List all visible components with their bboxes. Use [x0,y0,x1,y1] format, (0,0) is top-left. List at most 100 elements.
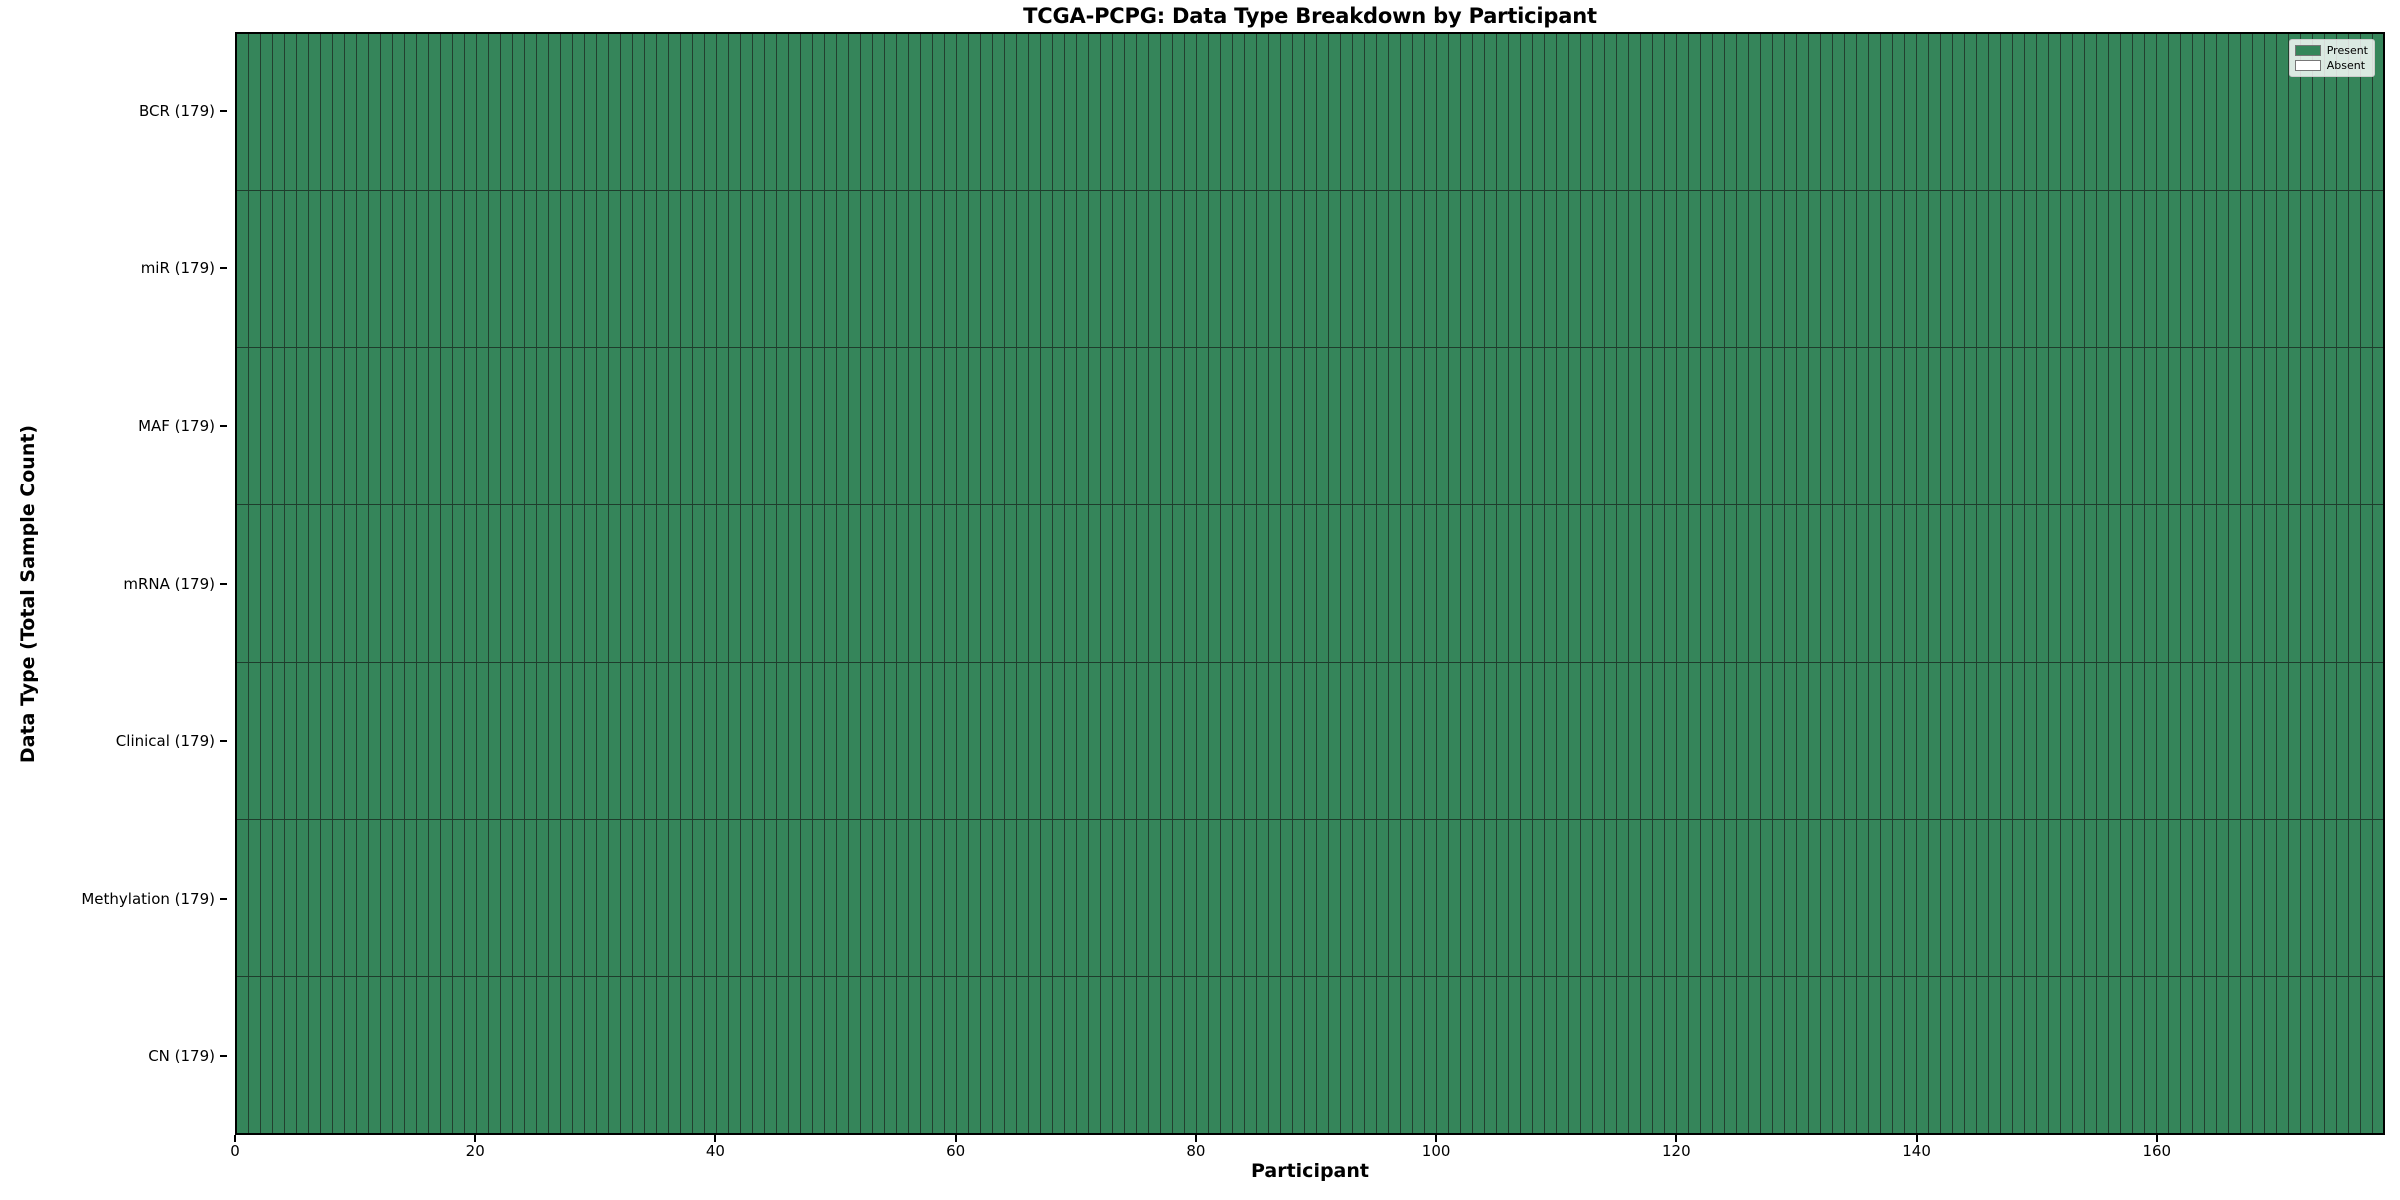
heatmap-cell [897,505,909,662]
heatmap-cell [1389,819,1401,976]
heatmap-cell [741,662,753,819]
heatmap-cell [2253,34,2265,191]
page-title: TCGA-PCPG: Data Type Breakdown by Partic… [1023,4,1597,28]
heatmap-cell [1233,34,1245,191]
heatmap-row-cn[interactable] [237,976,2383,1133]
heatmap-row-maf[interactable] [237,348,2383,506]
heatmap-cell [645,819,657,976]
x-axis-tick-container: 0 20 40 60 80 100 120 140 160 [230,1135,2385,1175]
legend[interactable]: Present Absent [2288,39,2375,77]
heatmap-cell [1353,34,1365,191]
heatmap-cell [441,819,453,976]
heatmap-cell [1065,34,1077,191]
heatmap-cell [2109,505,2121,662]
heatmap-cell [969,34,981,191]
heatmap-cell [1725,348,1737,505]
heatmap-cell [849,662,861,819]
heatmap-cell [585,348,597,505]
heatmap-cell [2349,348,2361,505]
heatmap-cell [345,505,357,662]
heatmap-cell [1269,34,1281,191]
heatmap-cell [693,34,705,191]
heatmap-cell [1269,662,1281,819]
heatmap-row-mrna[interactable] [237,505,2383,663]
heatmap-cell [1821,191,1833,348]
heatmap-cell [2277,191,2289,348]
heatmap-cell [825,819,837,976]
heatmap-cell [369,976,381,1133]
heatmap-cell [1137,191,1149,348]
heatmap-cell [1929,662,1941,819]
heatmap-cell [1425,662,1437,819]
heatmap-cell [1797,34,1809,191]
heatmap-row-bcr[interactable] [237,34,2383,192]
heatmap-cell [525,348,537,505]
heatmap-cell [2169,662,2181,819]
legend-swatch-icon [2294,45,2321,56]
heatmap-cell [1665,819,1677,976]
heatmap-cell [729,819,741,976]
heatmap-cell [1281,505,1293,662]
heatmap-cell [1257,348,1269,505]
heatmap-cell [1497,505,1509,662]
heatmap-cell [1749,819,1761,976]
y-tick-mark [220,1055,227,1058]
heatmap-cell [2265,662,2277,819]
heatmap-cell [1125,819,1137,976]
heatmap-cell [1185,505,1197,662]
heatmap-cell [573,662,585,819]
heatmap-cell [1593,34,1605,191]
heatmap-row-methylation[interactable] [237,819,2383,977]
heatmap-cell [597,348,609,505]
heatmap-cell [657,34,669,191]
legend-label: Absent [2326,59,2366,72]
heatmap-cell [1893,976,1905,1133]
legend-entry-present[interactable]: Present [2294,44,2368,57]
heatmap-cell [2253,976,2265,1133]
heatmap-cell [2301,662,2313,819]
heatmap-cell [2337,505,2349,662]
heatmap-cell [1413,819,1425,976]
heatmap-cell [1989,191,2001,348]
heatmap-cell [1965,34,1977,191]
legend-entry-absent[interactable]: Absent [2294,59,2368,72]
heatmap-cell [1089,348,1101,505]
heatmap-cell [909,34,921,191]
heatmap-cell [1125,976,1137,1133]
heatmap-cell [1785,191,1797,348]
heatmap-cell [1629,34,1641,191]
heatmap-cell [753,505,765,662]
heatmap-cell [825,191,837,348]
heatmap-cell [513,662,525,819]
heatmap-cell [1509,662,1521,819]
heatmap-cell [1929,505,1941,662]
heatmap-cell [1653,662,1665,819]
heatmap-cell [297,976,309,1133]
heatmap-cell [633,34,645,191]
heatmap-cell [1029,191,1041,348]
heatmap-cell [837,191,849,348]
heatmap-cell [2325,348,2337,505]
heatmap-cell [621,34,633,191]
heatmap-cell [1281,191,1293,348]
heatmap-row-mir[interactable] [237,191,2383,349]
heatmap-cell [1905,976,1917,1133]
heatmap-cell [405,819,417,976]
heatmap-row-clinical[interactable] [237,662,2383,820]
heatmap-cell [1077,976,1089,1133]
heatmap-cell [2049,34,2061,191]
heatmap-cell [1989,34,2001,191]
heatmap-cell [1761,348,1773,505]
heatmap-cell [681,976,693,1133]
heatmap-plot-area[interactable]: Present Absent [235,32,2385,1135]
heatmap-cell [1221,819,1233,976]
heatmap-cell [1221,191,1233,348]
x-tick-mark [2155,1135,2158,1142]
heatmap-cell [2181,34,2193,191]
heatmap-cell [513,976,525,1133]
heatmap-cell [2349,191,2361,348]
heatmap-cell [465,505,477,662]
heatmap-cell [1473,976,1485,1133]
heatmap-cell [2133,662,2145,819]
heatmap-cell [2037,662,2049,819]
